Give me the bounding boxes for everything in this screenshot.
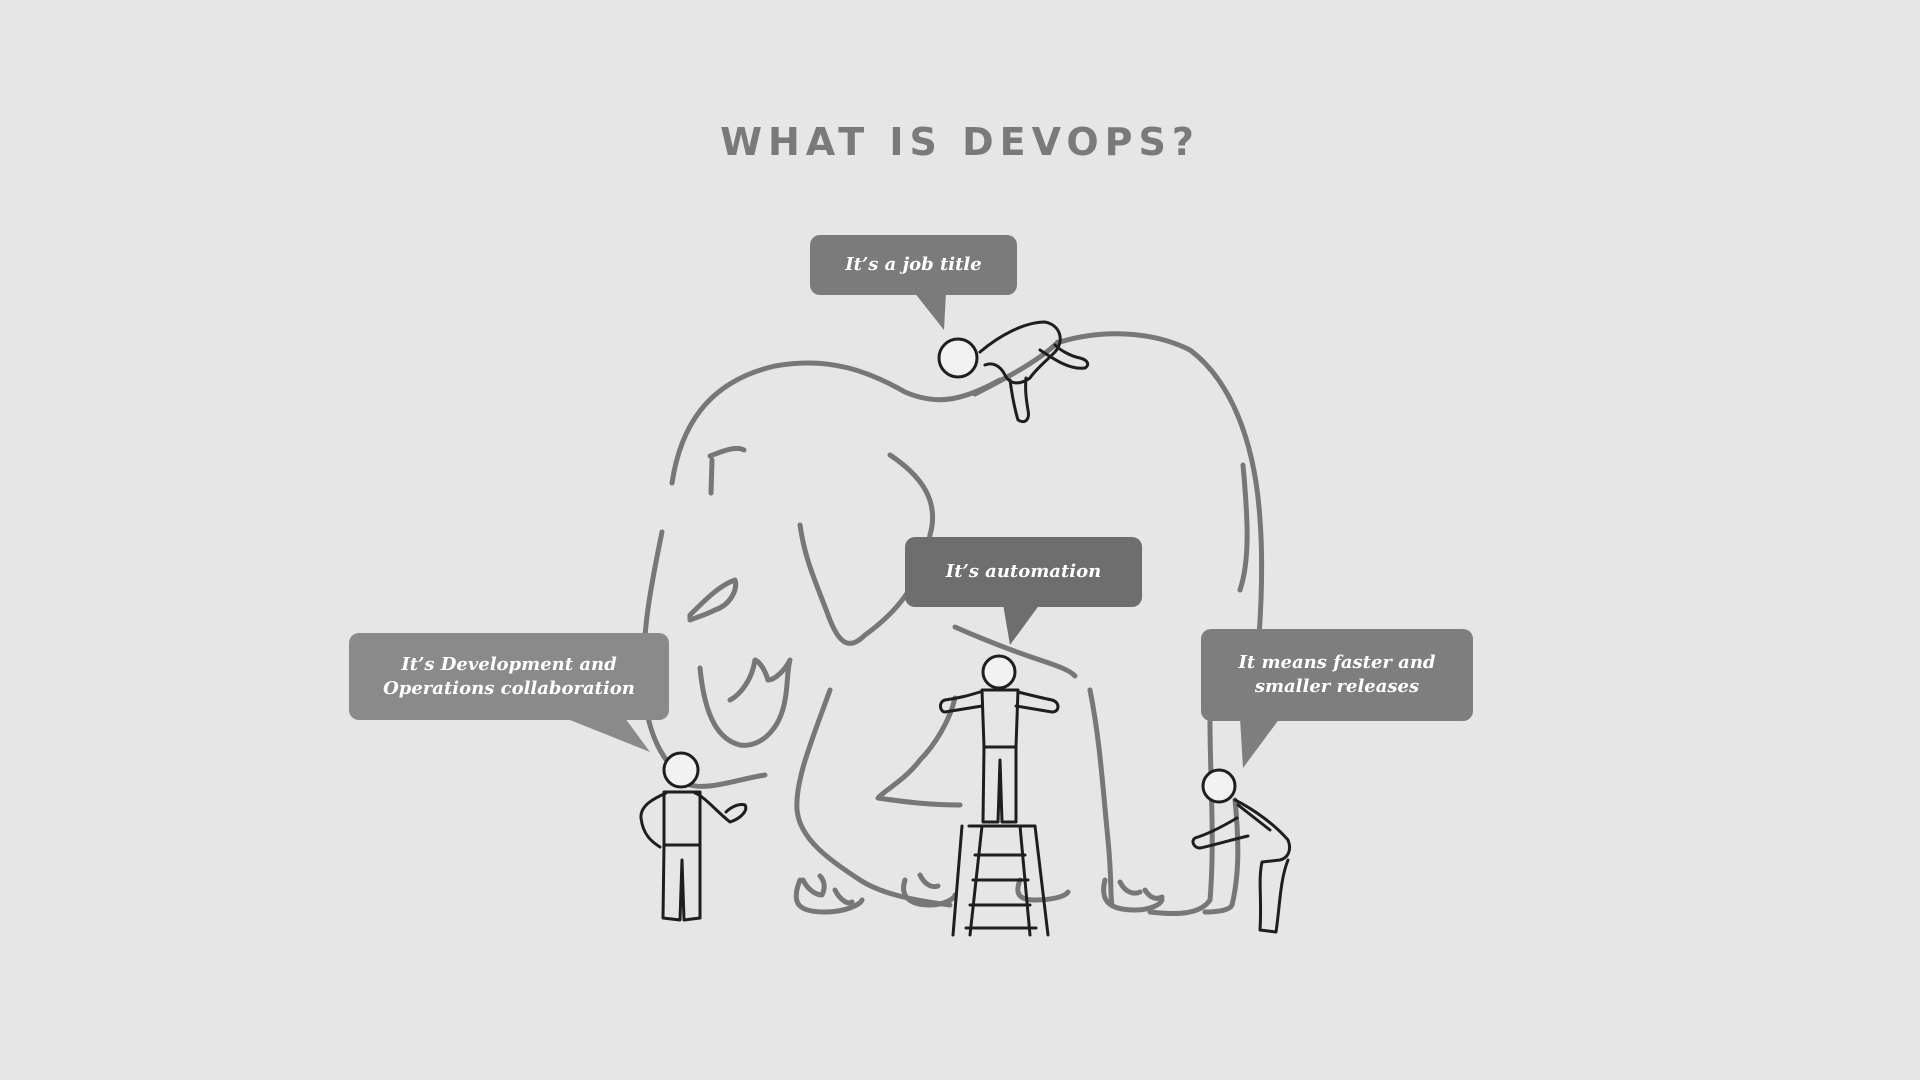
figure-head: [937, 337, 979, 379]
elephant-trunk-curl: [697, 657, 793, 748]
elephant-toes-front: [800, 873, 855, 906]
ladder: [951, 824, 1050, 937]
elephant-ear: [797, 452, 936, 646]
elephant-belly-leg: [1087, 687, 1115, 908]
figures: [639, 320, 1292, 937]
elephant-foot-belly: [1015, 877, 1071, 903]
speech-bubble-automation: It’s automation: [905, 537, 1142, 607]
bubble-tail-faster: [1240, 718, 1280, 768]
elephant-head-top: [669, 360, 1003, 486]
figure-head: [1201, 768, 1237, 804]
elephant-trunk: [641, 529, 768, 789]
elephant-front-leg-right: [875, 695, 963, 808]
speech-bubble-faster-releases: It means faster and smaller releases: [1201, 629, 1473, 721]
bubble-tail-dev-ops: [565, 718, 650, 752]
speech-bubble-text-line-2: smaller releases: [1254, 676, 1420, 697]
figure-on-ladder: [939, 654, 1060, 937]
figure-right: [1191, 768, 1292, 934]
elephant-tail: [1237, 462, 1250, 593]
elephant-foot-front: [793, 877, 865, 915]
elephant-hind-leg: [1202, 797, 1241, 915]
elephant-foot-back: [1101, 877, 1165, 913]
bubble-tail-job-title: [914, 292, 946, 330]
speech-bubble-text: It’s a job title: [845, 254, 982, 275]
elephant-back-leg: [1147, 718, 1215, 917]
elephant-head-back: [972, 339, 1061, 397]
bubble-tail-automation: [1003, 604, 1040, 645]
figure-left: [639, 751, 748, 922]
elephant-back: [1057, 331, 1265, 653]
elephant-foot-mid: [901, 872, 958, 908]
slide-title: WHAT IS DEVOPS?: [720, 120, 1200, 164]
speech-bubble-dev-ops-collaboration: It’s Development and Operations collabor…: [349, 633, 669, 720]
speech-bubble-job-title: It’s a job title: [810, 235, 1017, 295]
elephant-tusk: [687, 577, 739, 623]
figure-head: [981, 654, 1017, 690]
figure-on-back: [937, 320, 1090, 424]
elephant-front-leg-left: [794, 687, 953, 908]
elephant-eye: [707, 445, 747, 496]
speech-bubble-text-line-1: It means faster and: [1238, 652, 1436, 673]
speech-bubble-text-line-2: Operations collaboration: [383, 677, 635, 699]
elephant-chest: [952, 624, 1078, 679]
speech-bubble-text: It’s automation: [945, 561, 1102, 582]
speech-bubble-text-line-1: It’s Development and: [401, 653, 617, 675]
elephant: [641, 331, 1265, 917]
figure-head: [662, 751, 700, 789]
